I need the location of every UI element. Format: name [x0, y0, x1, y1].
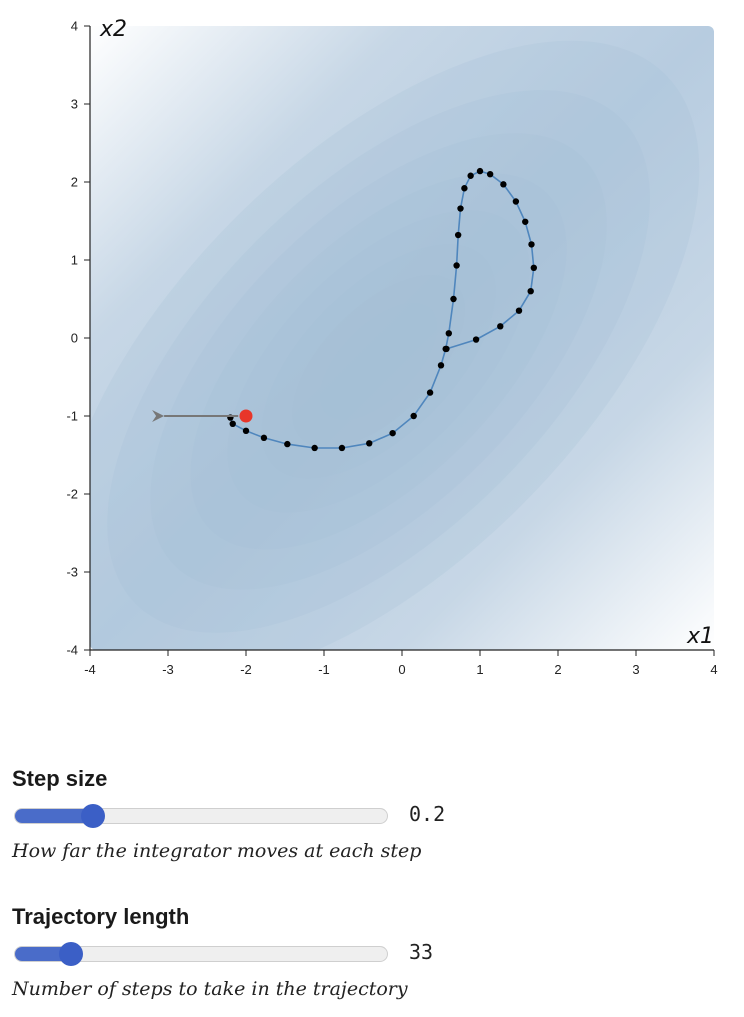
trajectory-point — [467, 172, 474, 179]
trajectory-point — [426, 389, 434, 396]
trajectory-point — [512, 198, 520, 205]
contour-level-1 — [90, 40, 700, 650]
x-tick-label: 3 — [632, 662, 639, 677]
x-tick-label: -1 — [318, 662, 330, 677]
trajectory-point — [443, 345, 450, 353]
y-tick-label: -3 — [66, 565, 78, 580]
trajectory-point — [242, 427, 250, 435]
density-background — [90, 26, 714, 650]
trajectory-point — [437, 362, 445, 369]
y-tick-label: 1 — [71, 253, 78, 268]
trajectory-point — [260, 434, 268, 442]
trajectory-length-control: Trajectory length 33 Number of steps to … — [12, 904, 732, 1000]
contour-level-8 — [320, 302, 438, 420]
trajectory-point — [457, 205, 464, 212]
trajectory-length-description: Number of steps to take in the trajector… — [12, 978, 408, 1000]
contour-level-7 — [292, 275, 465, 448]
trajectory-length-value: 33 — [409, 940, 434, 964]
step-size-slider-row: 0.2 — [12, 798, 732, 838]
step-size-slider-fill — [15, 809, 94, 823]
x-tick-label: -4 — [84, 662, 96, 677]
trajectory-point — [311, 444, 318, 452]
trajectory-point — [476, 167, 484, 175]
trajectory-point — [389, 429, 396, 437]
trajectory-point — [410, 412, 417, 420]
trajectory-point — [497, 323, 504, 330]
step-size-control: Step size 0.2 How far the integrator mov… — [12, 766, 732, 862]
trajectory-point — [530, 264, 538, 271]
trajectory-point — [461, 185, 468, 192]
trajectory-point — [454, 231, 462, 239]
y-tick-label: 0 — [71, 331, 78, 346]
y-tick-label: -2 — [66, 487, 78, 502]
contour-level-6 — [261, 244, 496, 479]
trajectory-point — [515, 307, 523, 314]
contour-plot[interactable]: -4 -3 -2 -1 0 1 2 3 4 4 3 2 1 0 -1 -2 -3 -4 x2 x1 — [0, 0, 744, 700]
trajectory-point — [522, 218, 529, 225]
trajectory-point — [527, 288, 534, 295]
density-contours — [90, 40, 700, 650]
contour-level-4 — [190, 173, 567, 550]
trajectory-point — [284, 440, 291, 448]
trajectory-point — [338, 444, 346, 452]
trajectory-point — [229, 420, 236, 427]
y-tick-label: 2 — [71, 175, 78, 190]
trajectory-point — [450, 295, 457, 303]
y-tick-label: 4 — [71, 19, 78, 34]
step-size-description: How far the integrator moves at each ste… — [12, 840, 422, 862]
x-tick-label: 4 — [710, 662, 717, 677]
y-tick-label: -4 — [66, 643, 78, 658]
contour-level-2 — [107, 90, 650, 633]
contour-level-3 — [150, 133, 607, 590]
current-sample-point[interactable] — [239, 409, 253, 423]
x-tick-label: -3 — [162, 662, 174, 677]
step-size-label: Step size — [12, 766, 108, 791]
trajectory-point — [366, 440, 373, 447]
x-tick-label: 0 — [398, 662, 405, 677]
step-size-value: 0.2 — [409, 802, 446, 826]
trajectory-length-slider[interactable] — [14, 942, 388, 966]
trajectory — [227, 167, 538, 452]
y-tick-label: 3 — [71, 97, 78, 112]
axes: -4 -3 -2 -1 0 1 2 3 4 4 3 2 1 0 -1 -2 -3 -4 x2 x1 — [66, 17, 717, 677]
plot-area: -4 -3 -2 -1 0 1 2 3 4 4 3 2 1 0 -1 -2 -3 -4 x2 x1 — [0, 0, 744, 700]
trajectory-point — [445, 330, 452, 337]
x-tick-label: -2 — [240, 662, 252, 677]
x-tick-label: 2 — [554, 662, 561, 677]
trajectory-point — [500, 181, 507, 188]
trajectory-length-slider-fill — [15, 947, 71, 961]
trajectory-length-slider-row: 33 — [12, 936, 732, 976]
trajectory-path — [229, 170, 535, 449]
y-axis-title: x2 — [99, 17, 127, 42]
trajectory-point — [453, 262, 460, 269]
step-size-slider[interactable] — [14, 804, 388, 828]
trajectory-point — [528, 241, 535, 248]
step-size-slider-thumb[interactable] — [81, 804, 106, 828]
x-tick-label: 1 — [476, 662, 483, 677]
trajectory-point — [486, 171, 494, 178]
y-tick-label: -1 — [66, 409, 78, 424]
trajectory-length-label: Trajectory length — [12, 904, 190, 929]
trajectory-length-slider-thumb[interactable] — [58, 942, 83, 966]
trajectory-point — [472, 336, 480, 343]
x-axis-title: x1 — [686, 624, 714, 649]
